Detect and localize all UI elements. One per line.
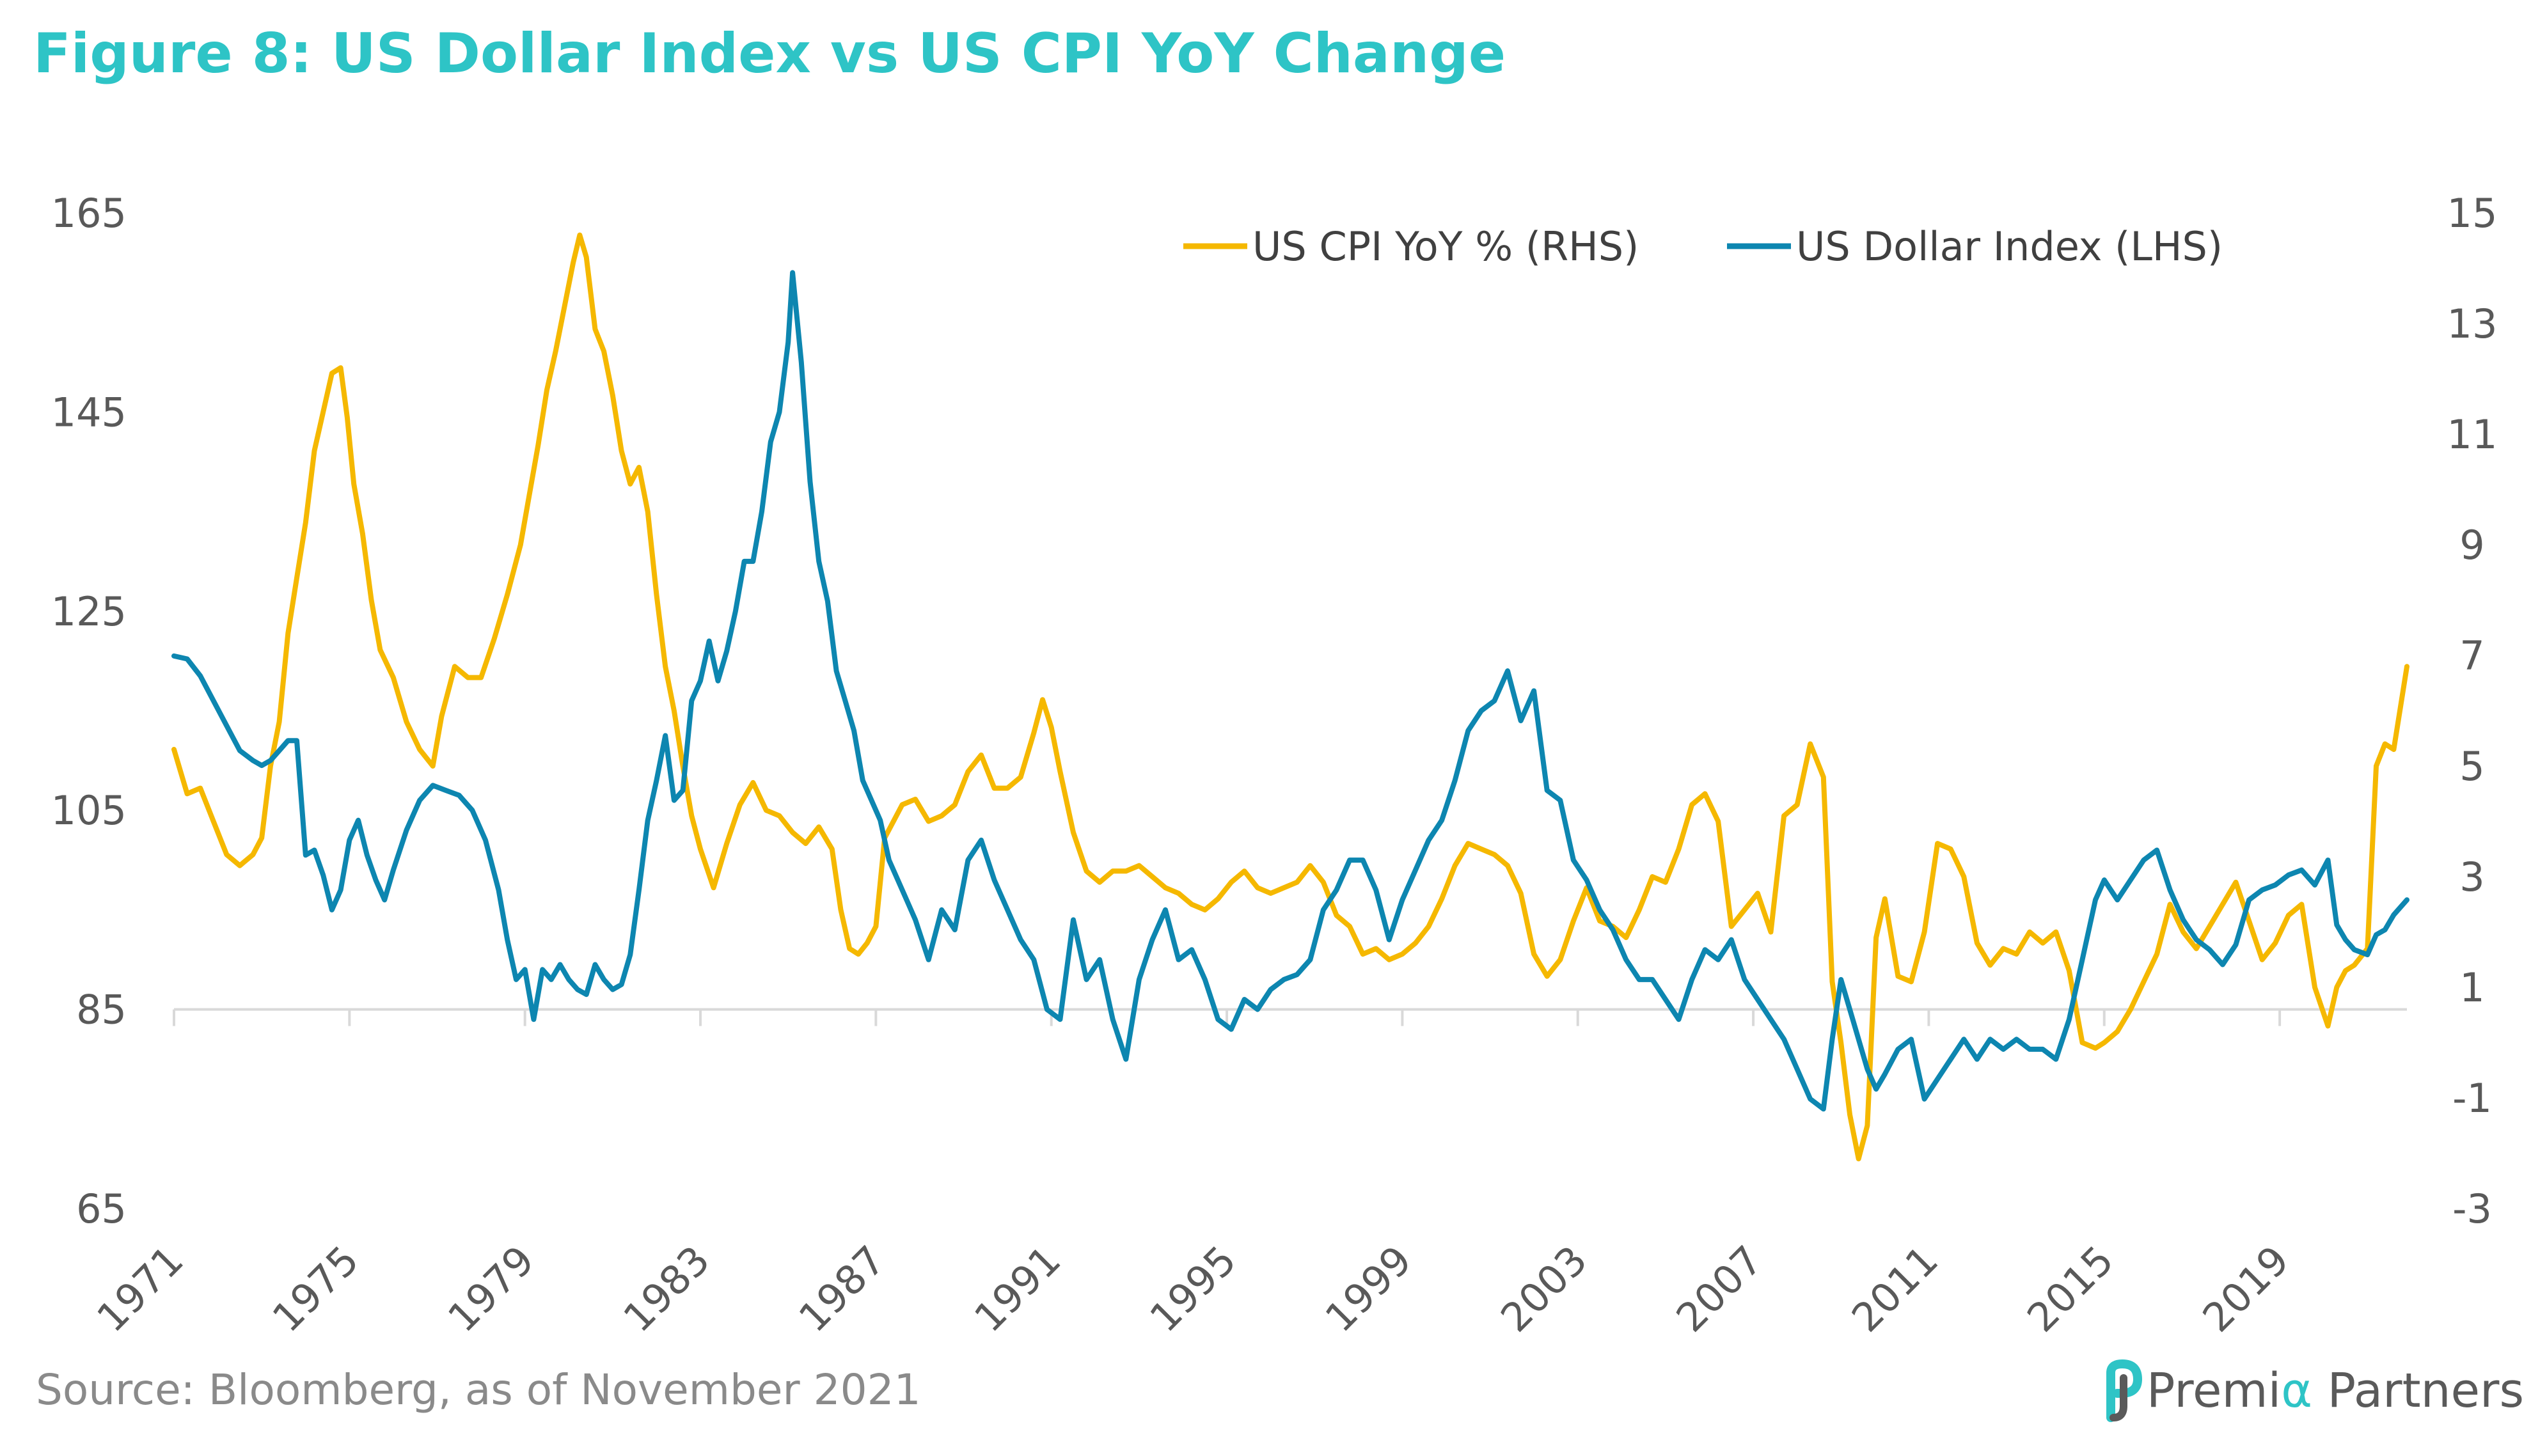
y-right-tick-label: 3 <box>2459 854 2484 900</box>
x-tick-label: 2019 <box>2194 1237 2298 1341</box>
x-tick-label: 1979 <box>439 1237 543 1341</box>
x-tick-label: 2003 <box>1492 1237 1596 1341</box>
legend-label: US Dollar Index (LHS) <box>1796 223 2223 270</box>
y-right-tick-label: 1 <box>2459 964 2484 1011</box>
page-title: Figure 8: US Dollar Index vs US CPI YoY … <box>33 22 1506 86</box>
cpi-series-line <box>171 232 2409 1162</box>
y-right-tick-label: 7 <box>2459 632 2484 679</box>
logo-alpha: α <box>2281 1363 2312 1418</box>
dxy-series-line <box>171 270 2409 1112</box>
y-right-tick-label: 9 <box>2459 522 2484 568</box>
legend-entry-dxy: US Dollar Index (LHS) <box>1727 223 2223 270</box>
y-right-tick-label: 15 <box>2447 190 2498 237</box>
source-note: Source: Bloomberg, as of November 2021 <box>36 1365 921 1414</box>
y-right-tick-label: -3 <box>2452 1186 2492 1232</box>
x-tick-label: 2011 <box>1843 1237 1947 1341</box>
brand-logo: Premiα Partners <box>2102 1356 2524 1426</box>
y-right-tick-label: 5 <box>2459 743 2484 790</box>
chart-axes: 1971 1975 1979 1983 1987 1991 1995 1999 2003 2007… <box>51 190 2498 1341</box>
legend-entry-cpi: US CPI YoY % (RHS) <box>1183 223 1639 270</box>
premia-logo-icon <box>2106 1359 2142 1422</box>
chart-legend: US CPI YoY % (RHS) US Dollar Index (LHS) <box>1183 223 2223 270</box>
logo-text-b: Partners <box>2312 1363 2525 1418</box>
y-left-tick-label: 105 <box>51 787 127 834</box>
y-right-tick-label: 13 <box>2447 301 2498 347</box>
x-tick-label: 1991 <box>965 1237 1069 1341</box>
y-left-tick-label: 85 <box>76 987 127 1033</box>
x-tick-label: 1983 <box>614 1237 718 1341</box>
x-tick-label: 2007 <box>1667 1237 1771 1341</box>
legend-label: US CPI YoY % (RHS) <box>1252 223 1639 270</box>
y-right-tick-label: -1 <box>2452 1075 2492 1122</box>
x-tick-label: 1987 <box>790 1237 894 1341</box>
x-tick-label: 1999 <box>1316 1237 1421 1341</box>
x-tick-label: 1975 <box>264 1237 368 1341</box>
x-tick-label: 1995 <box>1140 1237 1245 1341</box>
x-tick-label: 2015 <box>2018 1237 2122 1341</box>
y-left-tick-label: 65 <box>76 1186 127 1232</box>
logo-wordmark: Premiα Partners <box>2147 1363 2524 1418</box>
chart-series <box>171 232 2409 1162</box>
y-left-tick-label: 145 <box>51 389 127 435</box>
logo-text-a: Premi <box>2146 1363 2282 1418</box>
y-left-tick-label: 165 <box>51 190 127 237</box>
y-right-tick-label: 11 <box>2447 411 2498 458</box>
x-tick-label: 1971 <box>88 1237 192 1341</box>
y-left-tick-label: 125 <box>51 588 127 635</box>
